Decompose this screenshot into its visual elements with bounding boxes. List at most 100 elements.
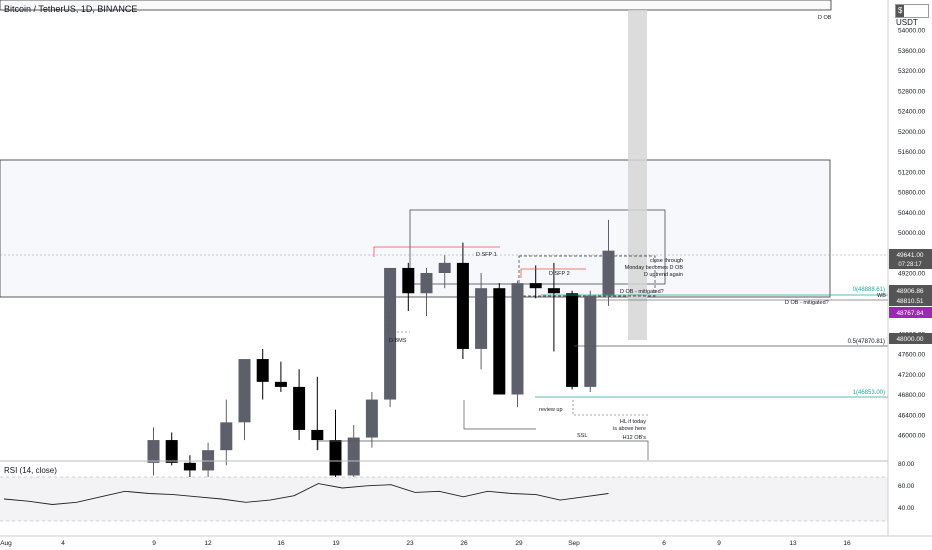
time-tick: 23 (406, 540, 414, 547)
candle-body (311, 429, 324, 441)
d-sfp-2-label: D SFP 2 (549, 271, 570, 277)
time-tick: Sep (568, 540, 580, 547)
h12-ob-zone (317, 440, 649, 460)
candle-body (202, 450, 215, 471)
price-tick: 52400.00 (898, 109, 925, 116)
time-tick: 9 (152, 540, 156, 547)
rsi-pane (0, 460, 888, 522)
price-tick: 47200.00 (898, 372, 925, 379)
currency-label: USDT (896, 18, 918, 27)
d-ob-top-label: D OB (818, 15, 832, 21)
time-tick: 13 (789, 540, 797, 547)
candle-body (566, 293, 579, 387)
candle-body (329, 440, 342, 476)
candle-body (274, 381, 287, 387)
close-through-note: Monday becomes D OB (625, 265, 684, 271)
candle-body (547, 288, 560, 294)
time-tick: 6 (662, 540, 666, 547)
annotations-layer: D OB 0(48888.61) 0.5(47870.81) 1(46853.00) W… (317, 15, 888, 460)
d-bms-label: D BMS (389, 338, 407, 344)
ssl-arrow (463, 400, 536, 430)
time-tick: 4 (61, 540, 65, 547)
close-through-note: close through (650, 258, 683, 264)
candle-body (438, 262, 451, 273)
price-tick: 46800.00 (898, 392, 925, 399)
candle-body (365, 399, 378, 438)
candle-body (420, 273, 433, 294)
candle-body (220, 422, 233, 451)
candle-body (238, 359, 251, 423)
rsi-tick: 60.00 (898, 483, 915, 490)
price-badge (889, 249, 932, 269)
rsi-band (0, 477, 888, 521)
time-tick: 29 (515, 540, 523, 547)
price-tick: 50400.00 (898, 210, 925, 217)
d-sfp-1-label: D SFP 1 (476, 252, 497, 258)
price-axis: 80.00 60.00 40.00 54000.00 53600.00 53200.00 5… (887, 0, 932, 536)
candle-body (256, 359, 269, 382)
time-tick: 16 (843, 540, 851, 547)
candle-body (511, 283, 524, 395)
fib-1-label: 1(46853.00) (853, 390, 885, 396)
bms-marker (388, 312, 410, 333)
wb-label: WB (877, 293, 886, 299)
price-tick: 51200.00 (898, 169, 925, 176)
candle-body (347, 437, 360, 476)
price-badge-label: 48000.00 (896, 336, 923, 343)
time-tick: 19 (332, 540, 340, 547)
hl-marker (572, 400, 648, 416)
candle-body (165, 440, 178, 463)
candle-body (529, 283, 542, 289)
rsi-tick: 40.00 (898, 505, 915, 512)
fib-05-label: 0.5(47870.81) (848, 339, 885, 345)
price-tick: 50800.00 (898, 190, 925, 197)
close-through-note: D uptrend again (644, 272, 683, 278)
price-tick: 52800.00 (898, 88, 925, 95)
chart-title: Bitcoin / TetherUS, 1D, BINANCE (4, 4, 138, 14)
time-tick: 12 (204, 540, 212, 547)
candle-body (456, 262, 469, 349)
candle-body (402, 267, 415, 294)
candle-body (602, 250, 615, 296)
price-tick: 53200.00 (898, 68, 925, 75)
price-tick: 52000.00 (898, 129, 925, 136)
sfp-1-arrow (373, 246, 500, 257)
candle-body (293, 386, 306, 430)
price-tick: 47600.00 (898, 352, 925, 359)
price-badge (889, 333, 932, 344)
ob-zone-main (0, 159, 831, 298)
hl-note: HL if today (620, 419, 646, 425)
time-highlight (628, 10, 647, 340)
time-tick: Aug (0, 540, 12, 547)
candle-body (584, 295, 597, 387)
sfp-2-arrow (520, 268, 586, 278)
price-tick: 54000.00 (898, 28, 925, 35)
candle-body (493, 288, 506, 395)
price-badge (889, 307, 932, 318)
candle-body (147, 440, 160, 463)
price-tick: 46000.00 (898, 433, 925, 440)
rsi-tick: 80.00 (898, 461, 915, 468)
countdown-label: 07:28:17 (898, 262, 922, 268)
scale-flag: $ (896, 5, 905, 17)
time-tick: 26 (460, 540, 468, 547)
d-ob-mitigated-1: D OB - mitigated? (620, 289, 664, 295)
time-tick: 9 (717, 540, 721, 547)
price-badge (889, 285, 932, 296)
h12-obs-label: H12 OB's (623, 435, 647, 441)
time-tick: 16 (277, 540, 285, 547)
review-up-label: review up (539, 407, 563, 413)
price-tick: 46400.00 (898, 412, 925, 419)
price-badge (889, 295, 932, 306)
hl-note: is above here (613, 426, 646, 432)
rsi-title[interactable]: RSI (14, close) (4, 466, 57, 475)
price-tick: 49200.00 (898, 271, 925, 278)
time-axis: Aug 4 9 12 16 19 23 26 29 Sep 6 9 13 16 (0, 535, 932, 547)
d-ob-mitigated-2: D OB - mitigated? (785, 300, 829, 306)
price-badge-label: 48810.51 (896, 298, 923, 305)
price-tick: 50000.00 (898, 230, 925, 237)
fib-0-label: 0(48888.61) (853, 287, 885, 293)
candle-body (384, 267, 397, 400)
currency-selector[interactable]: $ USDT (895, 4, 929, 27)
